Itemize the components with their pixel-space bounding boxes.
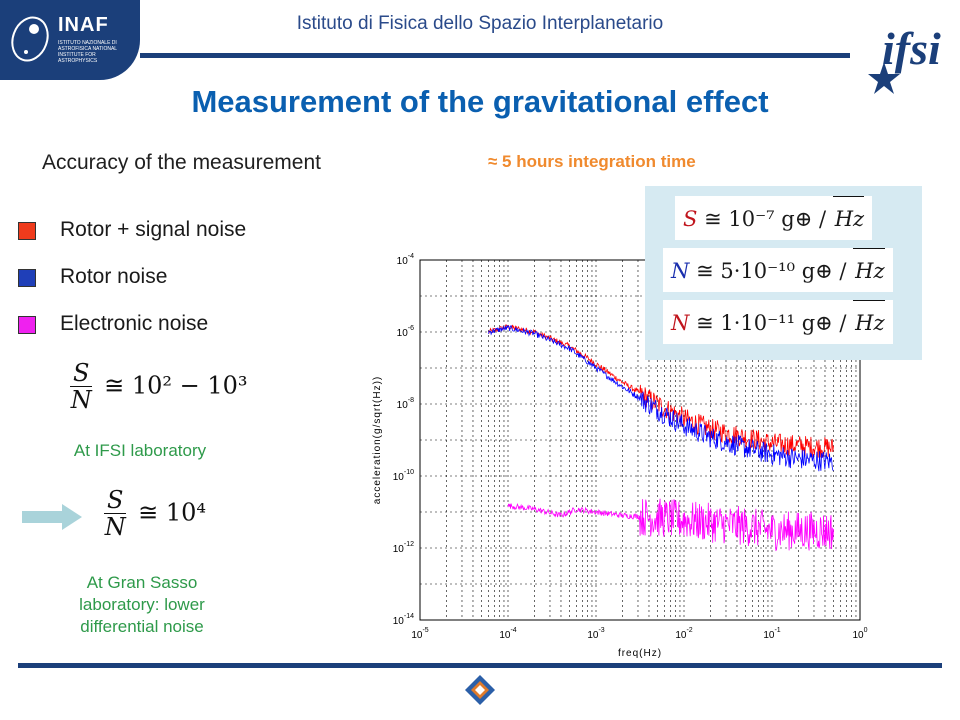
ifsi-sn-numerator: S bbox=[70, 360, 93, 388]
noise-var: N bbox=[671, 259, 690, 283]
series-line-3 bbox=[507, 498, 834, 552]
legend-label: Electronic noise bbox=[60, 312, 209, 335]
slide-title: Measurement of the gravitational effect bbox=[191, 84, 769, 119]
gransasso-caption-line: laboratory: lower bbox=[79, 595, 205, 614]
legend-label: Rotor + signal noise bbox=[60, 218, 247, 241]
noise-var: S bbox=[683, 207, 698, 231]
ifsi-sn-rhs: ≅ 10² − 10³ bbox=[104, 371, 248, 400]
institute-name: Istituto di Fisica dello Spazio Interpla… bbox=[296, 13, 664, 34]
noise-eq: ≅ 10⁻⁷ g⊕ / bbox=[704, 207, 827, 231]
series-line-1 bbox=[488, 324, 834, 458]
arrow-right-icon bbox=[22, 504, 82, 530]
noise-level-signal: S ≅ 10⁻⁷ g⊕ / Hz bbox=[645, 194, 922, 244]
y-tick-label: 10-8 bbox=[397, 397, 414, 411]
x-tick-label: 10-1 bbox=[763, 627, 780, 641]
noise-levels-box: S ≅ 10⁻⁷ g⊕ / Hz N ≅ 5·10⁻¹⁰ g⊕ / Hz N ≅… bbox=[645, 186, 922, 360]
x-tick-label: 100 bbox=[852, 627, 867, 641]
noise-eq: ≅ 1·10⁻¹¹ g⊕ / bbox=[696, 311, 847, 335]
series-line-2 bbox=[488, 324, 834, 472]
noise-var: N bbox=[671, 311, 690, 335]
slide-subtitle: Accuracy of the measurement bbox=[42, 151, 321, 174]
noise-unit: Hz bbox=[853, 248, 885, 293]
gransasso-sn-numerator: S bbox=[104, 487, 127, 515]
legend-swatch-magenta bbox=[18, 316, 36, 334]
legend-label: Rotor noise bbox=[60, 265, 168, 288]
y-tick-label: 10-12 bbox=[393, 541, 414, 555]
ifsi-logo: ifsi bbox=[868, 23, 941, 94]
noise-unit: Hz bbox=[853, 300, 885, 345]
inaf-logo: INAF ISTITUTO NAZIONALE DI ASTROFISICA N… bbox=[0, 0, 140, 80]
footer-divider bbox=[18, 663, 942, 668]
ifsi-sn-fraction: S N bbox=[70, 360, 93, 415]
noise-level-rotor: N ≅ 5·10⁻¹⁰ g⊕ / Hz bbox=[645, 246, 922, 296]
ifsi-star-icon bbox=[868, 62, 900, 94]
integration-time: ≈ 5 hours integration time bbox=[488, 152, 696, 171]
x-tick-label: 10-2 bbox=[675, 627, 692, 641]
inaf-star-icon bbox=[11, 16, 49, 62]
gransasso-sn-formula: S N ≅ 10⁴ bbox=[104, 487, 206, 541]
inaf-logo-subtitle: ISTITUTO NAZIONALE DI ASTROFISICA NATION… bbox=[58, 40, 117, 64]
noise-level-signal-pill: S ≅ 10⁻⁷ g⊕ / Hz bbox=[675, 196, 873, 241]
x-tick-label: 10-4 bbox=[499, 627, 516, 641]
footer-logo-icon bbox=[465, 675, 495, 705]
gransasso-sn-rhs: ≅ 10⁴ bbox=[138, 498, 206, 527]
gransasso-caption-line: At Gran Sasso bbox=[86, 573, 198, 592]
y-axis-label: acceleration(g/sqrt(Hz)) bbox=[372, 376, 383, 504]
legend-swatch-blue bbox=[18, 269, 36, 287]
ifsi-logo-text: ifsi bbox=[882, 23, 941, 74]
ifsi-caption: At IFSI laboratory bbox=[73, 441, 207, 460]
gransasso-sn-denominator: N bbox=[104, 513, 126, 542]
x-tick-label: 10-3 bbox=[587, 627, 604, 641]
ifsi-sn-formula: S N ≅ 10² − 10³ bbox=[70, 360, 248, 414]
x-tick-label: 10-5 bbox=[411, 627, 428, 641]
noise-unit: Hz bbox=[832, 196, 865, 241]
x-axis-label: freq(Hz) bbox=[618, 648, 662, 659]
y-tick-label: 10-10 bbox=[393, 469, 414, 483]
y-tick-label: 10-4 bbox=[397, 253, 414, 267]
gransasso-sn-fraction: S N bbox=[104, 487, 127, 542]
gransasso-caption-line: differential noise bbox=[80, 617, 204, 636]
noise-eq: ≅ 5·10⁻¹⁰ g⊕ / bbox=[696, 259, 847, 283]
ifsi-sn-denominator: N bbox=[70, 386, 92, 415]
noise-level-electronic: N ≅ 1·10⁻¹¹ g⊕ / Hz bbox=[645, 298, 922, 348]
noise-level-electronic-pill: N ≅ 1·10⁻¹¹ g⊕ / Hz bbox=[663, 300, 893, 344]
y-tick-label: 10-6 bbox=[397, 325, 414, 339]
gransasso-caption: At Gran Sasso laboratory: lower differen… bbox=[30, 572, 254, 638]
legend-swatch-red bbox=[18, 222, 36, 240]
inaf-logo-name: INAF bbox=[58, 14, 109, 36]
header-divider bbox=[140, 53, 850, 58]
y-tick-label: 10-14 bbox=[393, 613, 414, 627]
noise-level-rotor-pill: N ≅ 5·10⁻¹⁰ g⊕ / Hz bbox=[663, 248, 893, 292]
